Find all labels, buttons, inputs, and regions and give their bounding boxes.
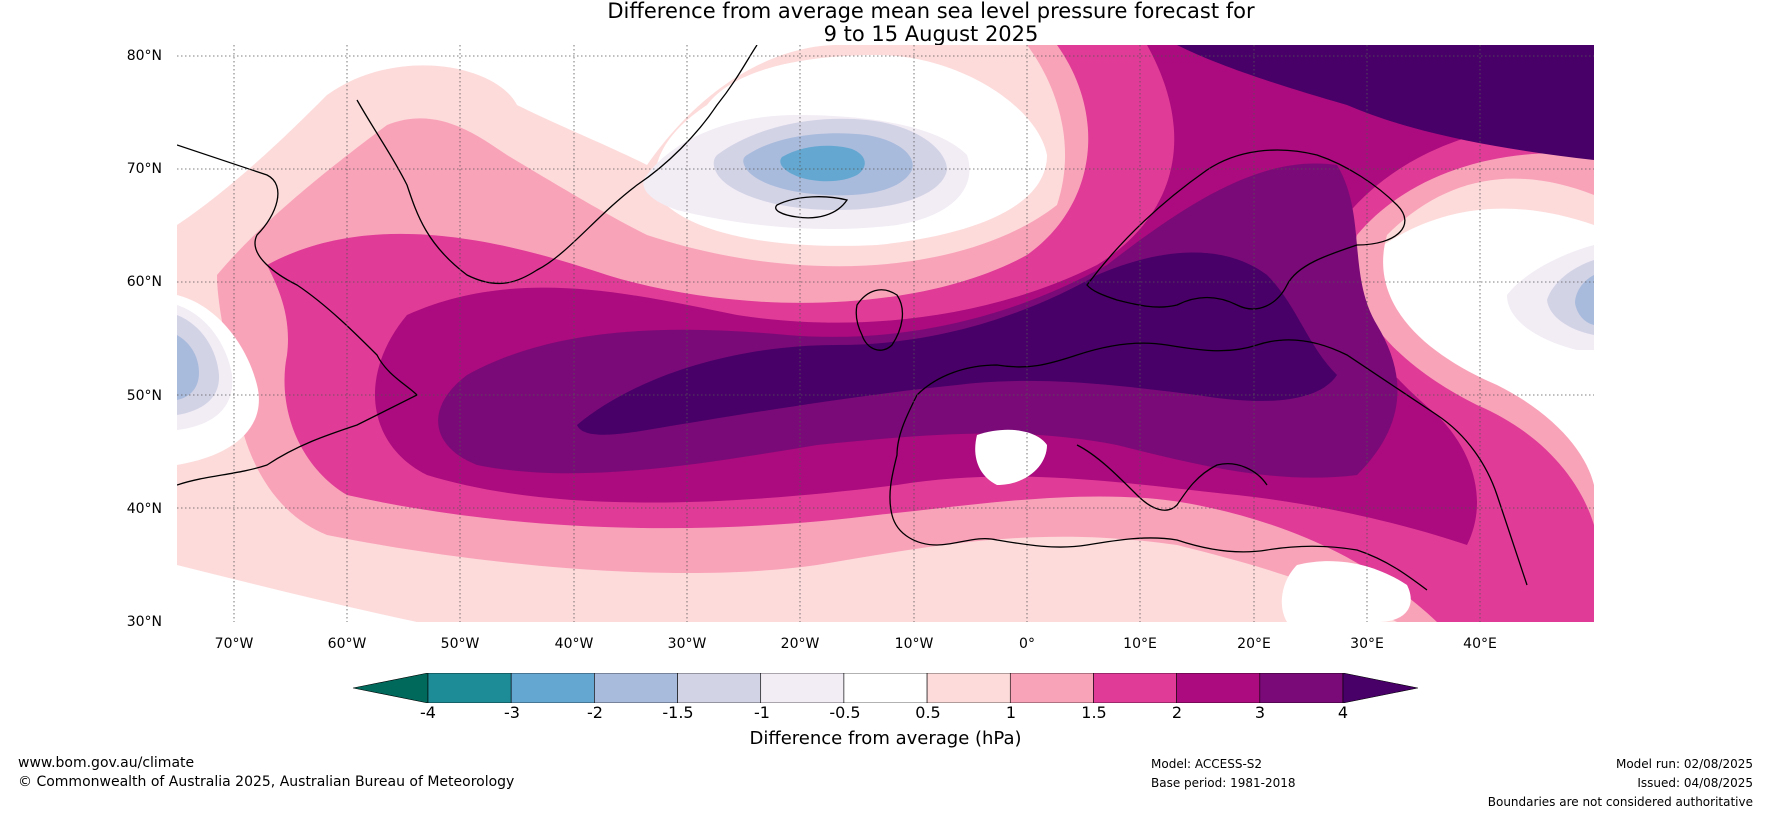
lat-label-60n: 60°N	[126, 274, 162, 290]
model-name: Model: ACCESS-S2	[1151, 757, 1263, 771]
lat-label-70n: 70°N	[126, 161, 162, 177]
contour-near-zero-mideast	[1281, 561, 1411, 622]
colorbar-tick: -2	[587, 703, 603, 722]
colorbar-tick: 4	[1337, 703, 1349, 722]
lat-label-40n: 40°N	[126, 501, 162, 517]
coastline-greenland	[356, 45, 758, 285]
colorbar-swatch	[427, 673, 512, 703]
lon-label-10e: 10°E	[1123, 636, 1157, 652]
colorbar-swatch	[510, 673, 595, 703]
boundaries-disclaimer: Boundaries are not considered authoritat…	[1487, 795, 1753, 809]
coastline-canada	[177, 144, 419, 486]
lat-label-50n: 50°N	[126, 388, 162, 404]
title-line-1: Difference from average mean sea level p…	[607, 0, 1255, 23]
contour-near-zero-south	[177, 565, 417, 622]
map-canvas	[177, 45, 1594, 622]
colorbar-label: Difference from average (hPa)	[749, 728, 1022, 749]
colorbar-swatch	[1259, 673, 1344, 703]
colorbar-swatch	[1176, 673, 1261, 703]
coastline-iberia-africa	[889, 394, 1428, 591]
model-run-date: Model run: 02/08/2025	[1615, 757, 1753, 771]
coastline-iceland	[775, 196, 849, 219]
pressure-field	[177, 45, 1594, 622]
colorbar-swatch	[677, 673, 762, 703]
coastline-italy-balkans	[1076, 444, 1268, 511]
lon-label-40w: 40°W	[554, 636, 594, 652]
pressure-anomaly-map	[177, 45, 1594, 622]
title-line-2: 9 to 15 August 2025	[823, 22, 1039, 46]
colorbar-tick: -3	[504, 703, 520, 722]
contour-neg-2-iceland	[780, 145, 865, 182]
colorbar-tick: -4	[420, 703, 436, 722]
issued-date: Issued: 04/08/2025	[1637, 776, 1753, 790]
contour-near-zero-iberia	[975, 429, 1047, 485]
lon-label-20e: 20°E	[1237, 636, 1271, 652]
lon-label-30w: 30°W	[667, 636, 707, 652]
colorbar-swatch	[760, 673, 845, 703]
lon-label-60w: 60°W	[327, 636, 367, 652]
colorbar-tick: -1	[754, 703, 770, 722]
graticule	[177, 45, 1594, 622]
colorbar-swatch	[1093, 673, 1177, 703]
lon-label-20w: 20°W	[780, 636, 820, 652]
copyright-notice: © Commonwealth of Australia 2025, Austra…	[18, 774, 515, 790]
chart-title: Difference from average mean sea level p…	[0, 0, 1770, 46]
colorbar-tick: 1	[1005, 703, 1017, 722]
colorbar-swatch	[1009, 673, 1094, 703]
colorbar-tick: 3	[1254, 703, 1266, 722]
colorbar-tick: 0.5	[915, 703, 941, 722]
lon-label-30e: 30°E	[1350, 636, 1384, 652]
colorbar-arrow-low	[353, 673, 429, 703]
lon-label-70w: 70°W	[214, 636, 254, 652]
coastline-europe	[916, 339, 1528, 586]
contour-neg-1-5-east	[1575, 275, 1594, 325]
lon-label-50w: 50°W	[440, 636, 480, 652]
colorbar-swatch	[594, 673, 678, 703]
colorbar-swatch	[843, 673, 928, 703]
lat-label-30n: 30°N	[126, 614, 162, 630]
website-link[interactable]: www.bom.gov.au/climate	[18, 755, 195, 771]
colorbar-arrow-high	[1342, 673, 1418, 703]
colorbar-tick: 1.5	[1081, 703, 1107, 722]
base-period: Base period: 1981-2018	[1151, 776, 1296, 790]
contour-4	[577, 252, 1337, 435]
lon-label-10w: 10°W	[894, 636, 934, 652]
contour-neg-1-5-west	[177, 335, 199, 400]
coastline-british-isles	[855, 289, 904, 351]
coastline-scandinavia	[1086, 149, 1406, 310]
colorbar-tick: -0.5	[829, 703, 861, 722]
coastlines	[177, 45, 1528, 591]
colorbar	[353, 673, 1418, 703]
lon-label-0: 0°	[1019, 636, 1035, 652]
colorbar-tick: 2	[1171, 703, 1183, 722]
contour-4-arctic	[1177, 45, 1594, 160]
lat-label-80n: 80°N	[126, 48, 162, 64]
colorbar-swatch	[926, 673, 1011, 703]
colorbar-tick: -1.5	[662, 703, 694, 722]
lon-label-40e: 40°E	[1463, 636, 1497, 652]
